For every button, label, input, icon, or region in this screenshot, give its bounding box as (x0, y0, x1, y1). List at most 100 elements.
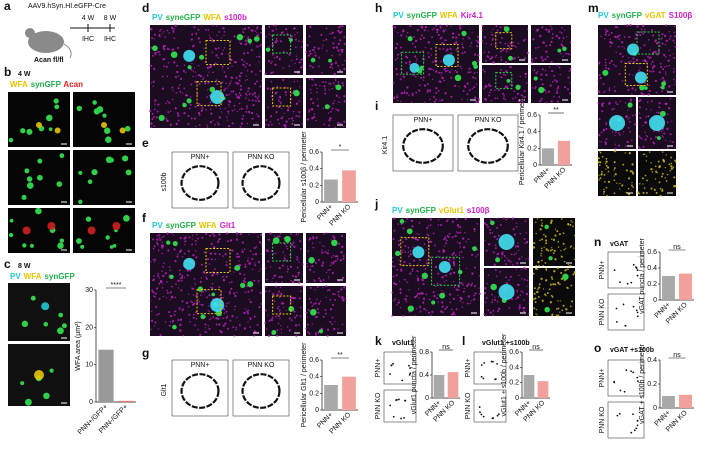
stain-dot (152, 291, 154, 293)
stain-dot (287, 271, 289, 273)
stain-dot (516, 290, 518, 292)
stain-dot (496, 253, 498, 255)
bar (558, 141, 570, 165)
group-label: PNN KO (465, 392, 472, 419)
stain-dot (247, 260, 249, 262)
stain-dot (206, 296, 208, 298)
stain-dot (519, 307, 521, 309)
stain-dot (171, 296, 173, 298)
stain-dot (271, 61, 272, 62)
stain-dot (184, 244, 185, 245)
stain-dot (281, 32, 283, 34)
stain-dot (614, 175, 615, 176)
stain-dot (260, 269, 261, 270)
stain-dot (423, 308, 425, 310)
stain-dot (243, 312, 245, 314)
stain-dot (248, 111, 250, 113)
stain-dot (647, 115, 649, 117)
stain-dot (556, 80, 558, 82)
stain-dot (424, 243, 426, 245)
stain-dot (404, 261, 406, 263)
stain-dot (191, 33, 193, 35)
stain-dot (618, 145, 620, 147)
stain-dot (484, 292, 486, 294)
stain-dot (225, 108, 226, 109)
stain-dot (650, 109, 651, 110)
stain-dot (674, 147, 675, 148)
stain-dot (491, 301, 493, 303)
stain-dot (431, 68, 433, 70)
stain-dot (221, 37, 222, 38)
stain-dot (567, 53, 569, 55)
stain-dot (297, 267, 299, 269)
stain-dot (479, 275, 480, 276)
stain-dot (325, 81, 327, 83)
stain-dot (405, 55, 407, 57)
stain-dot (558, 96, 560, 98)
stain-dot (254, 262, 255, 263)
puncta (624, 391, 626, 393)
stain-dot (597, 161, 599, 163)
stain-dot (220, 108, 221, 109)
stain-dot (214, 124, 216, 126)
significance: ** (337, 352, 343, 359)
y-axis-label: vGAT + s100b / perimeter (639, 343, 646, 423)
puncta (491, 361, 493, 363)
stain-dot (667, 60, 669, 62)
stain-dot (460, 300, 462, 302)
stain-dot (405, 238, 407, 240)
stain-dot (491, 56, 493, 58)
stain-dot (484, 287, 486, 289)
stain-dot (279, 58, 281, 60)
stain-dot (428, 73, 430, 75)
stain-dot (667, 122, 669, 124)
stain-dot (161, 246, 163, 248)
gfp-cell (660, 111, 666, 117)
stain-dot (338, 243, 340, 245)
stain-dot (512, 98, 514, 100)
stain-dot (603, 92, 605, 94)
stain-dot (153, 248, 155, 250)
stain-dot (296, 256, 298, 258)
stain-dot (621, 46, 622, 47)
stain-dot (234, 105, 236, 107)
stain-dot (536, 233, 537, 234)
stain-dot (343, 36, 345, 38)
stain-dot (214, 253, 216, 255)
stain-dot (224, 47, 226, 49)
stain-dot (261, 253, 262, 254)
stain-dot (191, 38, 193, 40)
stain-dot (518, 258, 520, 260)
stain-dot (538, 47, 540, 49)
stain-dot (430, 314, 431, 315)
stain-dot (517, 284, 519, 286)
stain-dot (171, 233, 172, 234)
stain-dot (182, 256, 183, 257)
stain-dot (294, 27, 296, 29)
stain-dot (340, 259, 342, 261)
stain-dot (464, 232, 465, 233)
micrograph (638, 97, 676, 149)
gfp-cell (472, 246, 477, 251)
micrograph (483, 267, 529, 317)
stain-dot (419, 222, 421, 224)
stain-dot (326, 28, 328, 30)
stain-dot (155, 52, 157, 54)
stain-dot (451, 309, 453, 311)
stain-dot (275, 253, 277, 255)
stain-dot (534, 69, 536, 71)
stain-dot (448, 259, 450, 261)
gfp-cell (490, 284, 497, 291)
stain-dot (328, 250, 329, 251)
stain-dot (226, 261, 228, 263)
stain-dot (632, 74, 633, 75)
stain-dot (247, 309, 249, 311)
stain-dot (334, 294, 336, 296)
stain-dot (519, 309, 520, 310)
stain-dot (395, 68, 397, 70)
stain-dot (609, 62, 611, 64)
stain-dot (446, 25, 448, 27)
stain-dot (170, 269, 172, 271)
stain-dot (205, 327, 206, 328)
stain-dot (656, 112, 657, 113)
